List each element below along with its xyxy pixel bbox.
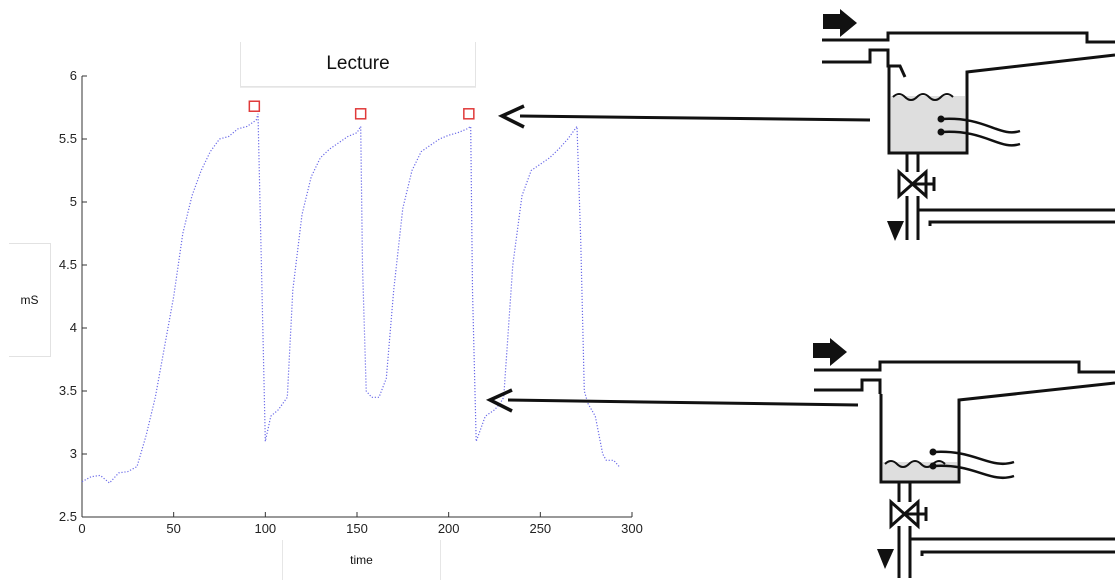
y-tick-label: 4.5: [59, 257, 77, 272]
y-tick-label: 6: [70, 68, 77, 83]
cell-diagram-low-level: [813, 338, 1115, 578]
valve-icon-2: [889, 498, 928, 530]
y-ticks: 2.5 3 3.5 4 4.5 5 5.5 6: [59, 68, 87, 524]
arrow-top: [497, 104, 871, 129]
series-line: [81, 113, 620, 484]
arrow-bottom: [485, 388, 859, 413]
x-tick-label: 150: [346, 521, 368, 536]
peak-marker: [248, 100, 261, 112]
x-tick-label: 300: [621, 521, 643, 536]
y-tick-label: 4: [70, 320, 77, 335]
inlet-arrow-icon: [823, 9, 857, 37]
y-axis-label: mS: [9, 243, 51, 357]
chart-title: Lecture: [240, 42, 476, 87]
x-ticks: 0 50 100 150 200 250 300: [78, 512, 643, 536]
y-tick-label: 5: [70, 194, 77, 209]
chart-axes: 2.5 3 3.5 4 4.5 5 5.5 6 0 50 100 150 200 250 300: [59, 68, 643, 536]
outlet-arrow-icon: [887, 221, 904, 241]
peak-markers: [248, 100, 475, 120]
inlet-arrow-icon-2: [813, 338, 847, 366]
x-tick-label: 100: [254, 521, 276, 536]
cell-diagram-high-level: [822, 9, 1115, 241]
y-tick-label: 5.5: [59, 131, 77, 146]
y-tick-label: 3: [70, 446, 77, 461]
x-tick-label: 200: [438, 521, 460, 536]
outlet-arrow-icon-2: [877, 549, 894, 569]
x-axis-label: time: [282, 540, 441, 580]
x-tick-label: 0: [78, 521, 85, 536]
peak-marker: [463, 108, 475, 120]
x-tick-label: 50: [166, 521, 180, 536]
y-tick-label: 2.5: [59, 509, 77, 524]
valve-icon: [897, 168, 936, 200]
series-group: [81, 113, 620, 484]
x-tick-label: 250: [529, 521, 551, 536]
y-tick-label: 3.5: [59, 383, 77, 398]
liquid-fill-high: [891, 96, 965, 153]
peak-marker: [354, 108, 367, 120]
